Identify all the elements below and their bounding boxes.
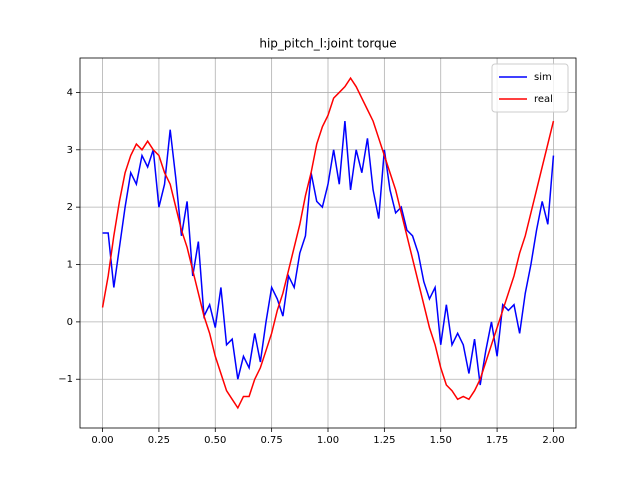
x-tick-label: 1.75	[486, 435, 508, 446]
plot-frame	[79, 57, 577, 429]
y-tick-label: 4	[67, 87, 73, 98]
y-tick-label: 0	[67, 317, 73, 328]
chart-title: hip_pitch_l:joint torque	[259, 37, 396, 51]
x-tick-label: 0.00	[91, 435, 113, 446]
legend-box	[491, 63, 569, 113]
x-tick-label: 0.75	[261, 435, 283, 446]
y-tick-label: 2	[67, 202, 73, 213]
x-tick-label: 1.50	[430, 435, 452, 446]
legend: sim real	[491, 63, 569, 113]
y-tick-label: −1	[58, 374, 73, 385]
x-tick-label: 0.25	[148, 435, 170, 446]
x-tick-label: 2.00	[542, 435, 564, 446]
x-tick-label: 0.50	[204, 435, 226, 446]
x-tick-label: 1.25	[373, 435, 395, 446]
series-line	[101, 76, 555, 410]
x-tick-label: 1.00	[317, 435, 339, 446]
series-line	[102, 121, 555, 386]
legend-label: sim	[534, 72, 552, 83]
legend-label: real	[534, 94, 553, 105]
y-tick-label: 1	[67, 260, 73, 271]
y-tick-label: 3	[67, 145, 73, 156]
